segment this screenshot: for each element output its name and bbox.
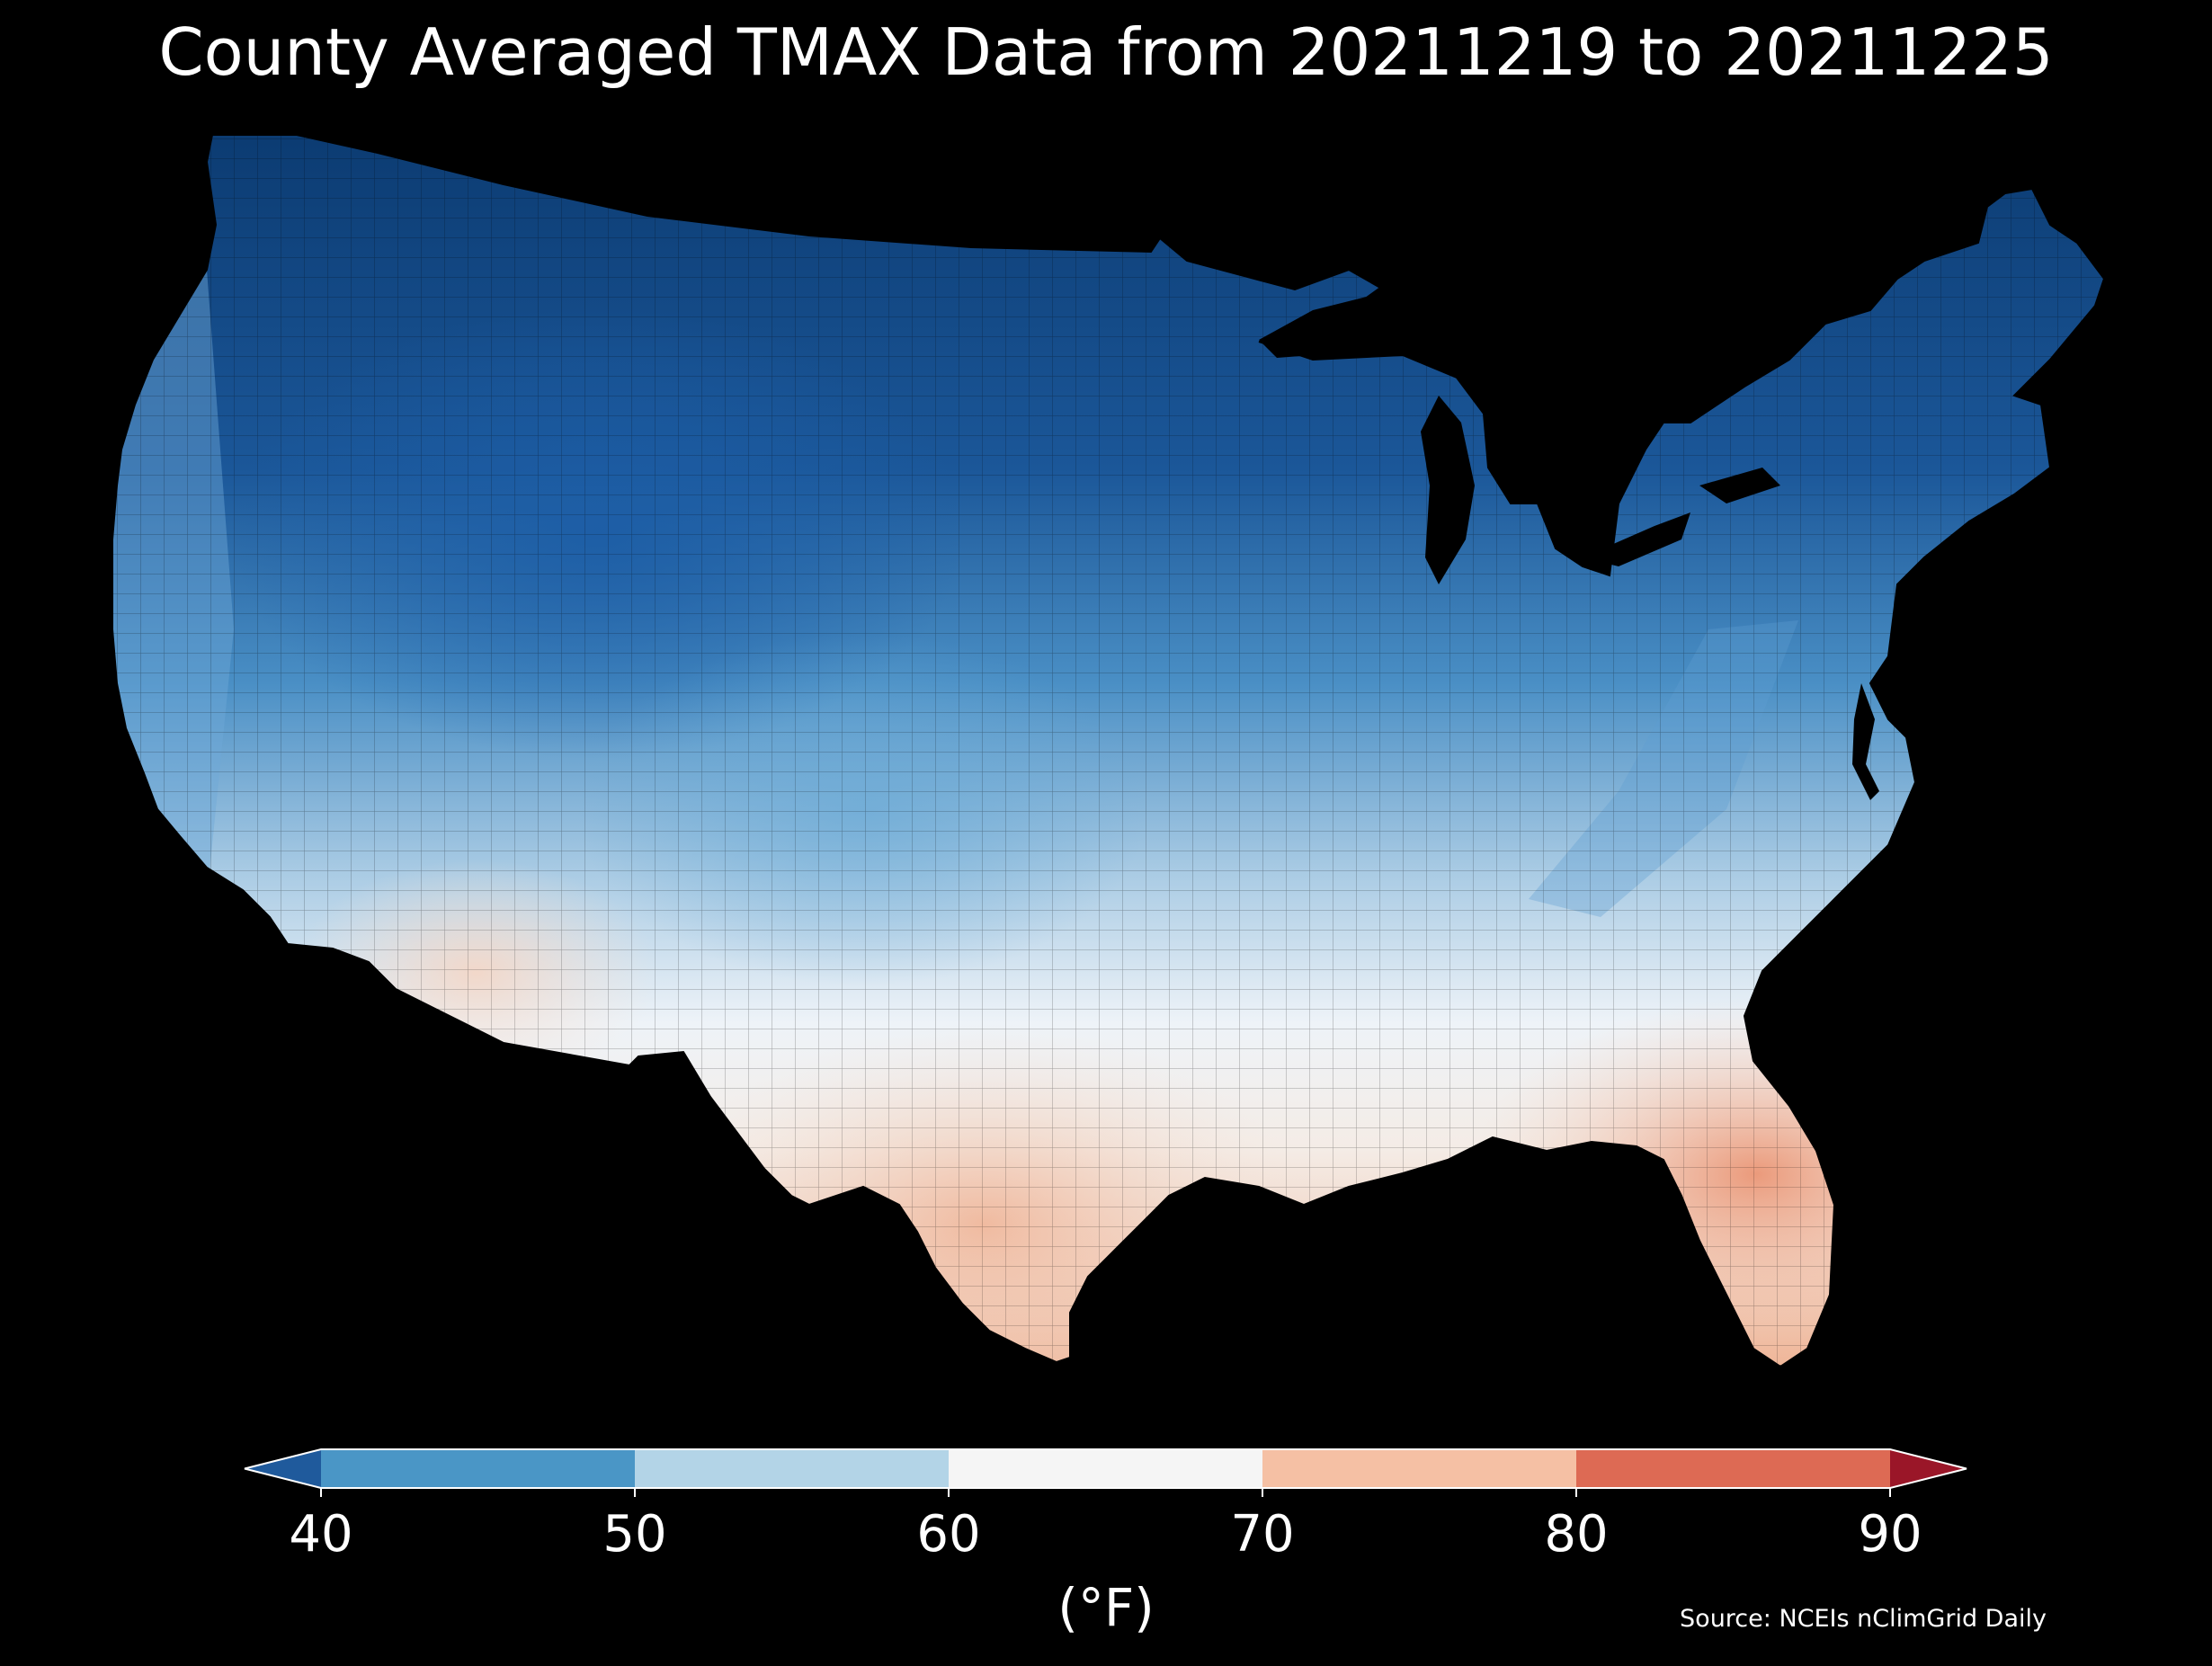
colorbar-bin — [321, 1449, 636, 1488]
page-title: County Averaged TMAX Data from 20211219 … — [158, 14, 2054, 90]
colorbar-bin — [635, 1449, 950, 1488]
colorbar-tick-label: 90 — [1858, 1505, 1922, 1564]
colorbar-bin — [949, 1449, 1263, 1488]
lake-huron — [1520, 387, 1601, 503]
colorbar-bin — [1576, 1449, 1891, 1488]
lake-ontario — [1699, 468, 1780, 503]
colorbar-unit-label: (°F) — [1057, 1577, 1155, 1638]
colorbar-tick-label: 70 — [1230, 1505, 1294, 1564]
colorbar-tick-label: 40 — [289, 1505, 352, 1564]
lake-michigan — [1421, 396, 1475, 584]
us-county-map — [111, 134, 2105, 1368]
source-note: Source: NCEIs nClimGrid Daily — [1680, 1605, 2047, 1633]
colorbar-bin — [245, 1449, 321, 1488]
colorbar-bin — [1890, 1449, 1967, 1488]
colorbar-tick-label: 60 — [916, 1505, 980, 1564]
colorbar-tick-label: 50 — [602, 1505, 666, 1564]
lake-erie — [1583, 512, 1690, 566]
colorbar-tick-label: 80 — [1544, 1505, 1608, 1564]
lake-superior — [1259, 297, 1394, 358]
chesapeake-bay — [1852, 683, 1879, 800]
colorbar-bin — [1262, 1449, 1577, 1488]
